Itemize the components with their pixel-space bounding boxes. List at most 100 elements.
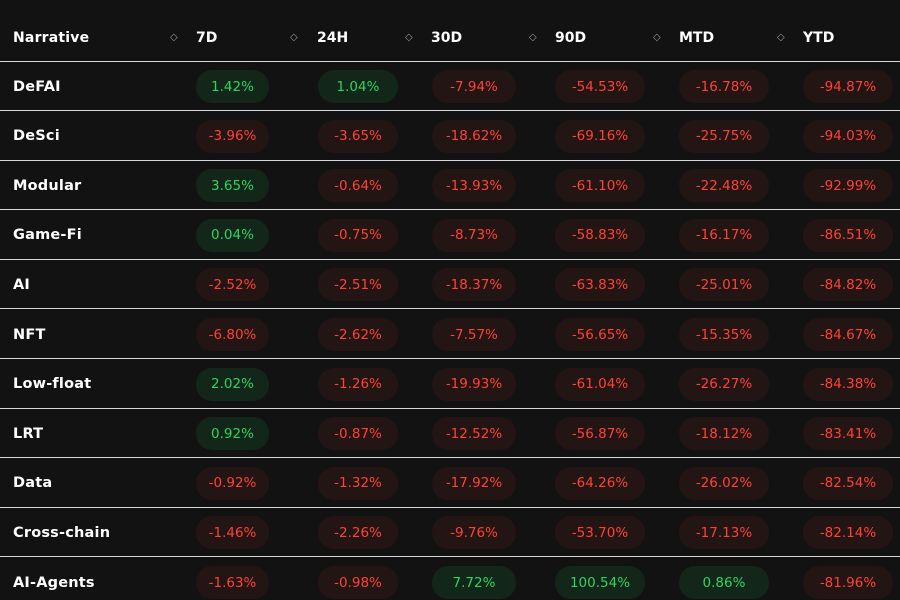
- narrative-name: Low-float: [13, 376, 92, 393]
- change-7d-cell: 0.04%: [196, 218, 269, 252]
- sort-mtd-icon[interactable]: ◇: [777, 32, 785, 43]
- change-7d-cell: -0.92%: [196, 466, 269, 500]
- table-row[interactable]: Data -0.92% -1.32% -17.92% -64.26% -26.02% -82…: [0, 459, 900, 508]
- change-30d-cell: 7.72%: [432, 566, 516, 599]
- change-90d-cell: 100.54%: [555, 566, 645, 599]
- change-24h-cell: -0.64%: [318, 169, 398, 203]
- table-row[interactable]: NFT -6.80% -2.62% -7.57% -56.65% -15.35% -84.6…: [0, 310, 900, 359]
- change-mtd-cell: -26.27%: [679, 367, 769, 401]
- change-30d-cell: -7.57%: [432, 318, 516, 351]
- change-7d-cell: -6.80%: [196, 318, 269, 351]
- change-mtd-cell: 0.86%: [679, 566, 769, 599]
- column-header-90d[interactable]: 90D: [555, 13, 586, 62]
- change-30d-cell: -18.62%: [432, 119, 516, 153]
- change-24h-cell: -1.32%: [318, 466, 398, 500]
- narrative-name: Cross-chain: [13, 524, 111, 541]
- change-90d-cell: -64.26%: [555, 466, 645, 500]
- table-header-row: Narrative ◇ 7D ◇ 24H ◇ 30D ◇ 90D ◇ MTD ◇…: [0, 13, 900, 62]
- change-mtd-cell: -16.78%: [679, 70, 769, 103]
- narrative-name: Modular: [13, 177, 82, 194]
- change-ytd-cell: -84.38%: [803, 367, 893, 401]
- change-ytd-cell: -82.14%: [803, 516, 893, 550]
- change-30d-cell: -19.93%: [432, 367, 516, 401]
- change-24h-cell: -2.62%: [318, 318, 398, 351]
- change-24h-cell: -0.98%: [318, 566, 398, 599]
- change-90d-cell: -69.16%: [555, 119, 645, 153]
- change-90d-cell: -61.10%: [555, 169, 645, 203]
- column-header-narrative[interactable]: Narrative: [13, 13, 89, 62]
- narrative-name: Game-Fi: [13, 227, 82, 244]
- column-header-90d-label: 90D: [555, 29, 587, 46]
- change-mtd-cell: -17.13%: [679, 516, 769, 550]
- change-7d-cell: -2.52%: [196, 268, 269, 302]
- column-header-mtd[interactable]: MTD: [679, 13, 714, 62]
- change-mtd-cell: -26.02%: [679, 466, 769, 500]
- change-7d-cell: 0.92%: [196, 417, 269, 451]
- change-24h-cell: -2.26%: [318, 516, 398, 550]
- narrative-name: LRT: [13, 425, 44, 442]
- change-24h-cell: -0.75%: [318, 218, 398, 252]
- column-header-narrative-label: Narrative: [13, 29, 90, 46]
- table-row[interactable]: Game-Fi 0.04% -0.75% -8.73% -58.83% -16.17% -8…: [0, 211, 900, 260]
- change-ytd-cell: -92.99%: [803, 169, 893, 203]
- narrative-name: Data: [13, 475, 53, 492]
- narrative-name: AI: [13, 276, 31, 293]
- change-ytd-cell: -84.67%: [803, 318, 893, 351]
- table-row[interactable]: Modular 3.65% -0.64% -13.93% -61.10% -22.48% -…: [0, 161, 900, 211]
- column-header-30d[interactable]: 30D: [431, 13, 462, 62]
- sort-24h-icon[interactable]: ◇: [405, 32, 413, 43]
- change-mtd-cell: -22.48%: [679, 169, 769, 203]
- table-row[interactable]: Cross-chain -1.46% -2.26% -9.76% -53.70% -17.…: [0, 508, 900, 558]
- column-header-7d-label: 7D: [196, 29, 218, 46]
- change-mtd-cell: -15.35%: [679, 318, 769, 351]
- change-90d-cell: -63.83%: [555, 268, 645, 302]
- table-row[interactable]: DeSci -3.96% -3.65% -18.62% -69.16% -25.75% -9…: [0, 112, 900, 161]
- change-24h-cell: -3.65%: [318, 119, 398, 153]
- change-90d-cell: -54.53%: [555, 70, 645, 103]
- change-24h-cell: -1.26%: [318, 367, 398, 401]
- sort-30d-icon[interactable]: ◇: [529, 32, 537, 43]
- change-ytd-cell: -81.96%: [803, 566, 893, 599]
- table-row[interactable]: Low-float 2.02% -1.26% -19.93% -61.04% -26.27…: [0, 360, 900, 409]
- change-30d-cell: -13.93%: [432, 169, 516, 203]
- change-30d-cell: -18.37%: [432, 268, 516, 302]
- table-row[interactable]: LRT 0.92% -0.87% -12.52% -56.87% -18.12% -83.4…: [0, 409, 900, 459]
- narrative-name: AI-Agents: [13, 574, 95, 591]
- change-7d-cell: 2.02%: [196, 367, 269, 401]
- change-24h-cell: -0.87%: [318, 417, 398, 451]
- column-header-ytd-label: YTD: [803, 29, 835, 46]
- column-header-7d[interactable]: 7D: [196, 13, 217, 62]
- change-ytd-cell: -94.87%: [803, 70, 893, 103]
- narrative-name: DeSci: [13, 128, 60, 145]
- change-30d-cell: -12.52%: [432, 417, 516, 451]
- change-90d-cell: -61.04%: [555, 367, 645, 401]
- table-row[interactable]: AI-Agents -1.63% -0.98% 7.72% 100.54% 0.86% -8…: [0, 558, 900, 600]
- change-ytd-cell: -83.41%: [803, 417, 893, 451]
- sort-narrative-icon[interactable]: ◇: [170, 32, 178, 43]
- sort-90d-icon[interactable]: ◇: [653, 32, 661, 43]
- table-row[interactable]: AI -2.52% -2.51% -18.37% -63.83% -25.01% -84.8…: [0, 260, 900, 310]
- change-90d-cell: -56.65%: [555, 318, 645, 351]
- change-90d-cell: -56.87%: [555, 417, 645, 451]
- change-30d-cell: -8.73%: [432, 218, 516, 252]
- change-ytd-cell: -94.03%: [803, 119, 893, 153]
- change-30d-cell: -17.92%: [432, 466, 516, 500]
- change-7d-cell: 3.65%: [196, 169, 269, 203]
- column-header-24h[interactable]: 24H: [317, 13, 348, 62]
- column-header-24h-label: 24H: [317, 29, 349, 46]
- table-row[interactable]: DeFAI 1.42% 1.04% -7.94% -54.53% -16.78% -94.8…: [0, 62, 900, 111]
- change-90d-cell: -53.70%: [555, 516, 645, 550]
- column-header-ytd[interactable]: YTD: [803, 13, 834, 62]
- change-90d-cell: -58.83%: [555, 218, 645, 252]
- change-mtd-cell: -25.01%: [679, 268, 769, 302]
- column-header-mtd-label: MTD: [679, 29, 715, 46]
- change-mtd-cell: -16.17%: [679, 218, 769, 252]
- change-ytd-cell: -84.82%: [803, 268, 893, 302]
- narrative-name: DeFAI: [13, 78, 61, 95]
- change-ytd-cell: -86.51%: [803, 218, 893, 252]
- change-mtd-cell: -18.12%: [679, 417, 769, 451]
- narrative-name: NFT: [13, 326, 46, 343]
- change-7d-cell: -1.63%: [196, 566, 269, 599]
- sort-7d-icon[interactable]: ◇: [290, 32, 298, 43]
